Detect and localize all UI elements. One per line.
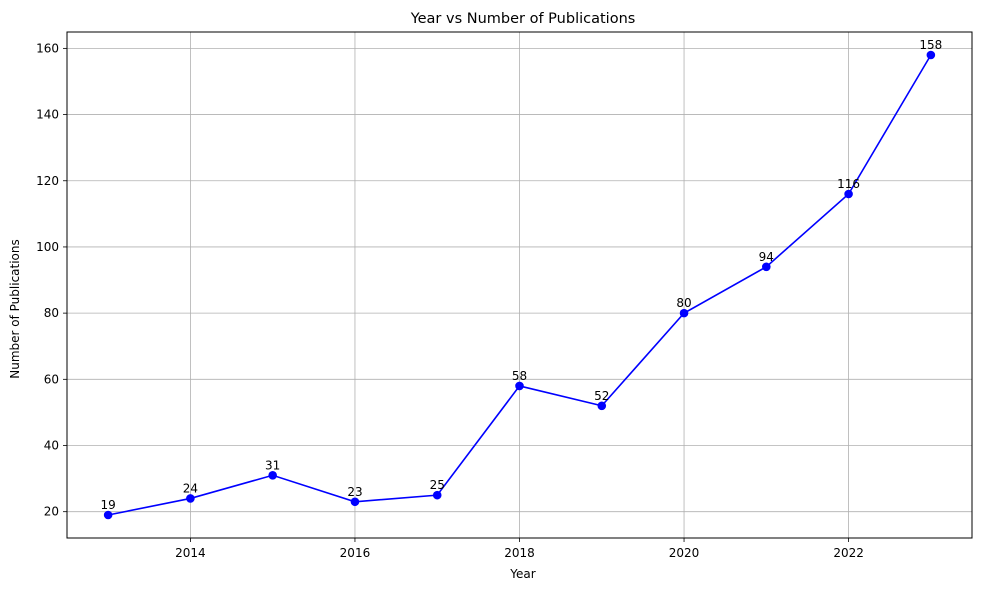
data-labels: 19 24 31 23 25 58 52 80 94 116 158 <box>100 38 942 512</box>
x-tick-label: 2018 <box>504 546 535 560</box>
y-tick-label: 140 <box>36 108 59 122</box>
data-label: 116 <box>837 177 860 191</box>
data-point <box>186 494 195 503</box>
series-layer <box>103 50 936 520</box>
data-label: 23 <box>347 485 362 499</box>
x-tick-label: 2014 <box>175 546 206 560</box>
data-label: 25 <box>430 478 445 492</box>
y-axis-ticks: 20 40 60 80 100 120 140 160 <box>36 41 67 519</box>
data-label: 158 <box>919 38 942 52</box>
x-axis-ticks: 2014 2016 2018 2020 2022 <box>175 538 864 560</box>
data-point <box>103 510 113 520</box>
data-point <box>432 490 442 500</box>
data-point <box>268 470 277 480</box>
data-label: 58 <box>512 369 527 383</box>
data-label: 24 <box>183 481 198 495</box>
data-label: 19 <box>100 498 115 512</box>
data-point <box>679 308 689 318</box>
data-label: 31 <box>265 458 280 472</box>
y-tick-label: 120 <box>36 174 59 188</box>
grid <box>67 32 972 538</box>
y-tick-label: 100 <box>36 240 59 254</box>
data-point <box>762 262 771 272</box>
data-point <box>597 401 607 411</box>
x-tick-label: 2016 <box>340 546 371 560</box>
y-tick-label: 40 <box>44 439 59 453</box>
y-tick-label: 160 <box>36 41 59 55</box>
data-label: 80 <box>676 296 691 310</box>
x-tick-label: 2022 <box>833 546 864 560</box>
y-tick-label: 20 <box>44 505 59 519</box>
data-label: 94 <box>759 250 774 264</box>
y-tick-label: 60 <box>44 372 59 386</box>
chart-title: Year vs Number of Publications <box>410 11 636 27</box>
data-point <box>926 50 936 60</box>
data-point <box>844 189 853 199</box>
x-tick-label: 2020 <box>669 546 700 560</box>
data-point <box>515 381 524 391</box>
x-axis-label: Year <box>509 567 535 581</box>
data-point <box>350 497 360 507</box>
data-label: 52 <box>594 389 609 403</box>
y-tick-label: 80 <box>44 306 59 320</box>
y-axis-label: Number of Publications <box>8 239 22 379</box>
